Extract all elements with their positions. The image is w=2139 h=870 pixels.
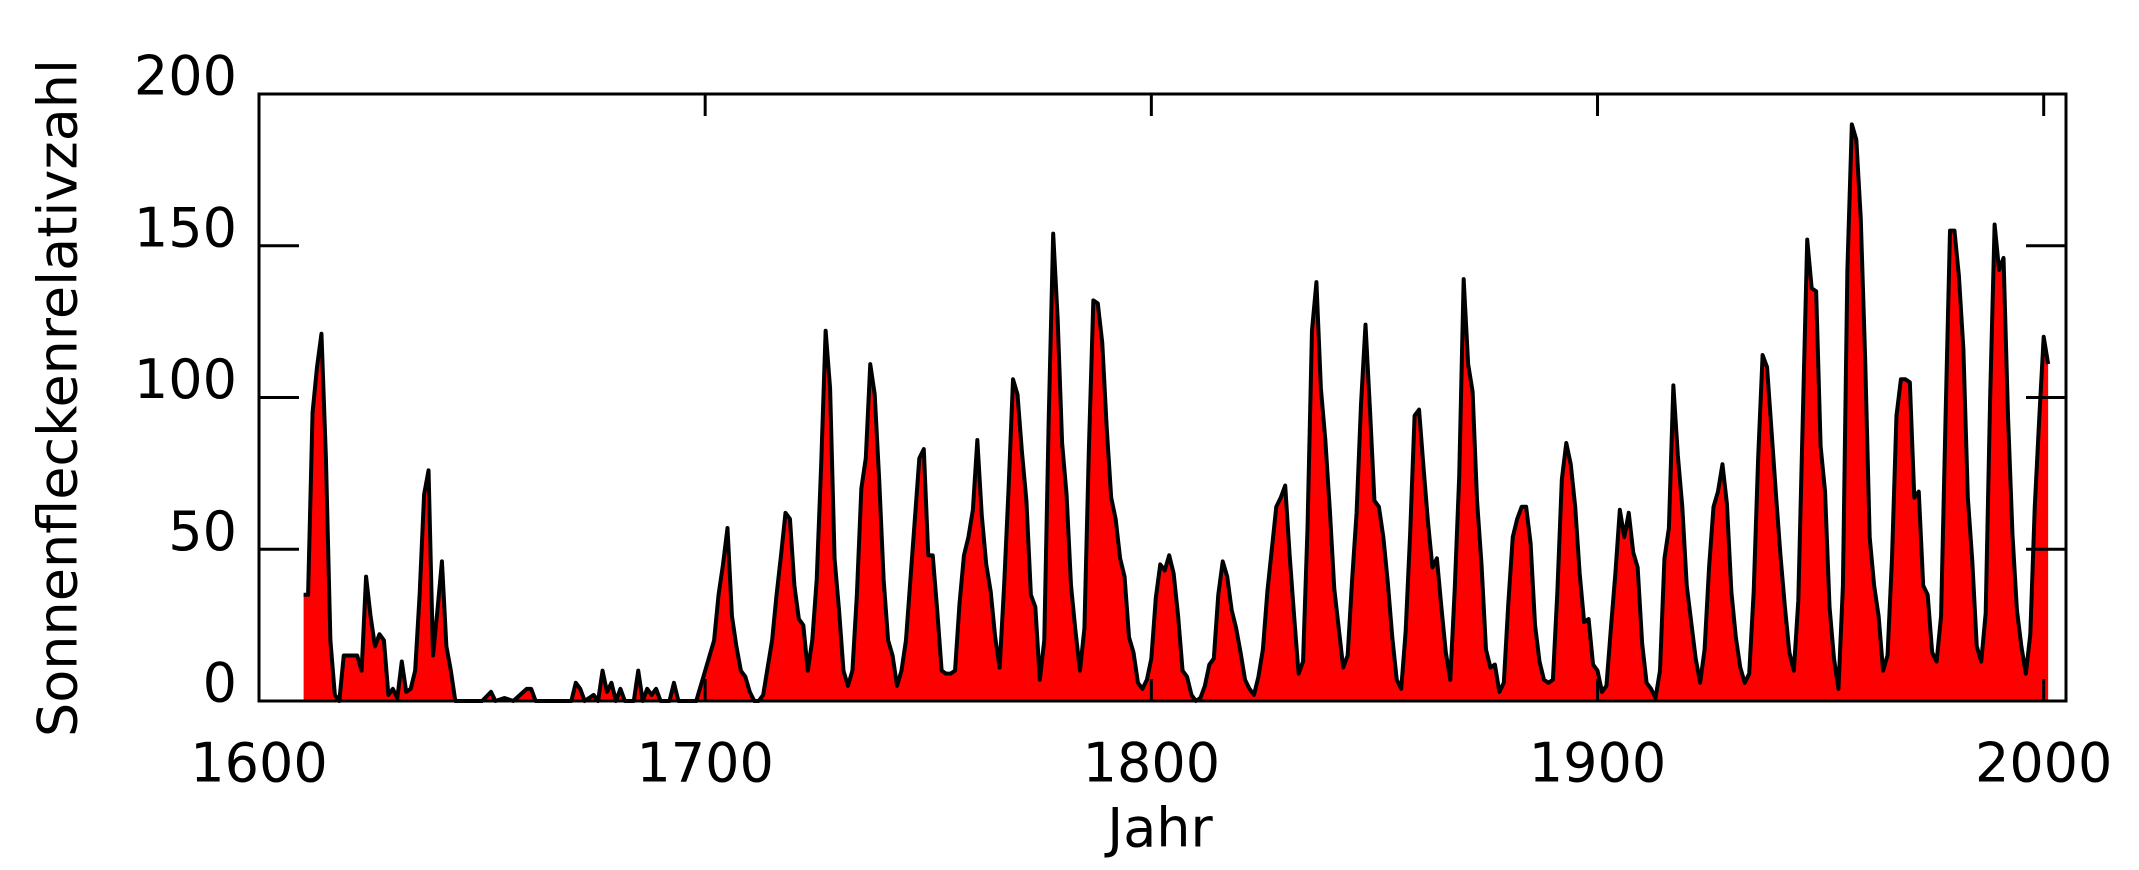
y-tick-label: 200: [134, 45, 237, 108]
x-tick-label: 1600: [190, 732, 327, 795]
y-tick-label: 100: [134, 348, 237, 411]
x-tick-label: 1700: [636, 732, 773, 795]
area-fill: [303, 124, 2049, 702]
x-axis-title: Jahr: [1104, 797, 1213, 860]
y-tick-label: 150: [134, 196, 237, 259]
y-tick-label: 50: [168, 500, 237, 563]
x-tick-label: 2000: [1975, 732, 2112, 795]
y-tick-label: 0: [203, 652, 237, 715]
x-tick-label: 1900: [1529, 732, 1666, 795]
y-axis-title: Sonnenfleckenrelativzahl: [27, 59, 90, 737]
x-tick-label: 1800: [1083, 732, 1220, 795]
